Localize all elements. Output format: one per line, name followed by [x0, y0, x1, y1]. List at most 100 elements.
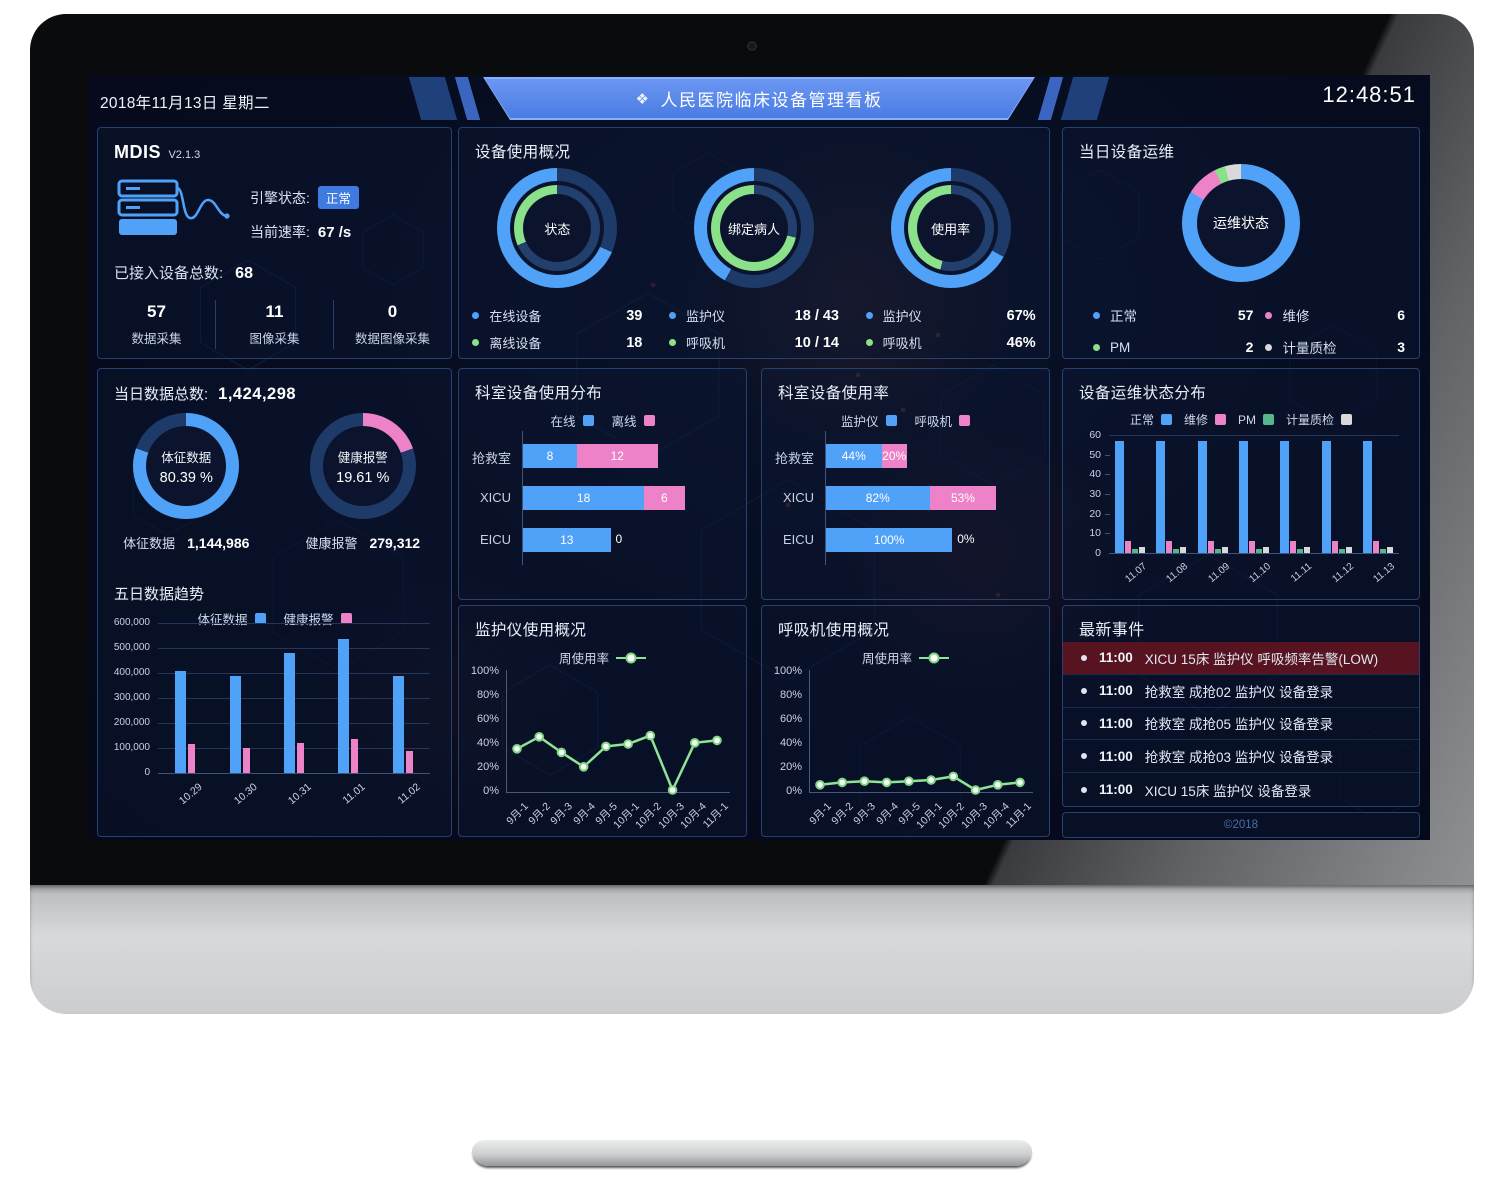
rate-row: 当前速率: 67 /s — [250, 222, 351, 242]
legend-item: PM — [1238, 413, 1274, 427]
y-axis-label: 20% — [476, 761, 499, 773]
bar-计量质检 — [1263, 547, 1269, 553]
legend-item: 在线设备 39 — [472, 302, 642, 329]
bar-维修 — [1207, 541, 1214, 553]
header-clock: 12:48:51 — [1322, 82, 1416, 107]
banner-content: ❖ 人民医院临床设备管理看板 — [485, 79, 1033, 118]
legend-value: 6 — [1397, 307, 1405, 323]
legend-item: 正常 57 — [1093, 304, 1253, 326]
legend-label: 监护仪 — [882, 309, 922, 324]
donut-hole — [322, 426, 403, 506]
event-text: XICU 15床 监护仪 呼吸频率告警(LOW) — [1144, 651, 1379, 667]
bar-体征数据 — [284, 653, 295, 773]
data-point — [556, 747, 567, 758]
legend-swatch — [1263, 414, 1274, 425]
dashboard-screen: 2018年11月13日 星期二 ❖ 人民医院临床设备管理看板 12:48:51 … — [88, 75, 1430, 840]
event-text: 抢救室 成抢05 监护仪 设备登录 — [1144, 717, 1334, 733]
legend-swatch — [582, 415, 594, 426]
bullet-icon — [1081, 753, 1087, 760]
legend-item: 计量质检 3 — [1265, 336, 1405, 358]
vent-legend: 周使用率 — [762, 648, 1049, 667]
bar-计量质检 — [1345, 547, 1352, 553]
daily-total-label: 当日数据总数: — [114, 386, 209, 403]
donut-hole — [1197, 179, 1285, 267]
legend-value: 2 — [1245, 339, 1254, 355]
dept-distribution-chart: 抢救室 8 12 XICU 18 6 EICU 13 0 — [459, 369, 746, 599]
legend-label: 计量质检 — [1286, 413, 1335, 427]
bar-正常 — [1280, 440, 1290, 553]
daily-donut-group: 健康报警 19.61 % 健康报警 279,312 — [275, 413, 452, 552]
monitor-frame: 2018年11月13日 星期二 ❖ 人民医院临床设备管理看板 12:48:51 … — [30, 14, 1474, 1014]
gauges-row: 状态 在线设备 39 离线设备 18 绑定病人 监护仪 18 / 43 呼吸机 10 / 14 使用… — [459, 168, 1049, 356]
stacked-bar: 82% 53% — [826, 486, 997, 510]
panel-ventilator-usage: 呼吸机使用概况 周使用率 0% 20% 40% 60% 80% 100% 9月-1 9月-2 9… — [761, 605, 1050, 837]
legend-swatch — [1215, 414, 1226, 425]
y-axis-label: 200,000 — [113, 717, 150, 728]
banner-shape: ❖ 人民医院临床设备管理看板 — [483, 77, 1035, 120]
data-point — [881, 777, 892, 788]
y-axis-label: 20% — [779, 761, 802, 773]
segment-value: 13 — [560, 533, 574, 547]
bar-PM — [1173, 549, 1180, 553]
mdis-version: V2.1.3 — [168, 149, 201, 161]
legend-value: 18 — [626, 334, 643, 351]
usage-donut: 使用率 — [890, 168, 1011, 288]
legend-swatch — [340, 613, 352, 624]
stacked-bar: 44% 20% — [826, 444, 907, 468]
segment-value: 12 — [610, 449, 624, 463]
legend-item: 呼吸机 46% — [865, 329, 1036, 356]
daily-total-row: 当日数据总数: 1,424,298 — [114, 383, 296, 404]
mdis-stats-row: 57 数据采集 11 图像采集 0 数据图像采集 — [98, 300, 451, 349]
event-row: 11:00 XICU 15床 监护仪 设备登录 — [1063, 773, 1419, 806]
ventilator-usage-chart: 0% 20% 40% 60% 80% 100% 9月-1 9月-2 9月-3 9月-4 9月-5 10… — [762, 606, 1049, 836]
legend-label: 正常 — [1129, 413, 1154, 427]
y-axis-label: 60% — [779, 713, 802, 725]
banner-stripe — [408, 77, 458, 120]
row-label: XICU — [782, 490, 814, 505]
server-icon — [117, 179, 230, 235]
stacked-bar: 8 12 — [523, 444, 658, 468]
donut-hole — [146, 426, 227, 506]
mdis-stat-item: 11 图像采集 — [215, 300, 333, 349]
donut-center-label: 健康报警 19.61 % — [310, 413, 416, 519]
legend-label: 在线 — [550, 415, 576, 429]
stat-label: 数据图像采集 — [354, 332, 430, 346]
segment-value: 82% — [865, 491, 890, 505]
y-axis-line — [506, 670, 507, 793]
bar-PM — [1380, 549, 1387, 553]
legend-label: 呼吸机 — [882, 336, 922, 351]
data-point — [645, 730, 656, 741]
x-axis-label: 10.31 — [285, 781, 314, 808]
y-axis-label: 20 — [1089, 507, 1101, 520]
data-point — [948, 771, 959, 782]
daily-donut: 体征数据 80.39 % — [133, 413, 240, 519]
row-label: 抢救室 — [774, 451, 814, 466]
panel-mdis: MDIS V2.1.3 引擎状态: 正常 当前速率: 67 /s — [97, 127, 452, 359]
device-total-value: 68 — [235, 265, 253, 282]
data-point — [1015, 777, 1025, 788]
segment-value: 53% — [950, 491, 975, 505]
row-label: EICU — [782, 532, 814, 547]
legend-label: 在线设备 — [489, 309, 542, 324]
bar-维修 — [1249, 541, 1255, 553]
bar-计量质检 — [1221, 547, 1228, 553]
data-point — [534, 732, 545, 742]
ops-status-donut: 运维状态 — [1182, 164, 1300, 282]
usage-gauge: 状态 在线设备 39 离线设备 18 — [459, 168, 656, 356]
legend-dot — [669, 339, 676, 346]
bar-正常 — [1321, 440, 1331, 553]
donut-hole — [720, 194, 788, 262]
line-marker-icon — [616, 656, 646, 659]
row-label: XICU — [479, 490, 511, 505]
y-axis-label: 60 — [1089, 429, 1101, 441]
footer-value: 279,312 — [369, 535, 421, 551]
monitor-legend: 周使用率 — [459, 648, 746, 667]
event-time: 11:00 — [1099, 683, 1133, 699]
legend-item: 呼吸机 10 / 14 — [669, 329, 839, 356]
footer-value: 1,144,986 — [187, 535, 250, 551]
event-time: 11:00 — [1099, 748, 1133, 764]
segment-value-zero: 0% — [957, 532, 975, 546]
data-point — [623, 739, 633, 749]
device-total-label: 已接入设备总数: — [114, 265, 224, 282]
legend-label: 维修 — [1183, 413, 1208, 427]
